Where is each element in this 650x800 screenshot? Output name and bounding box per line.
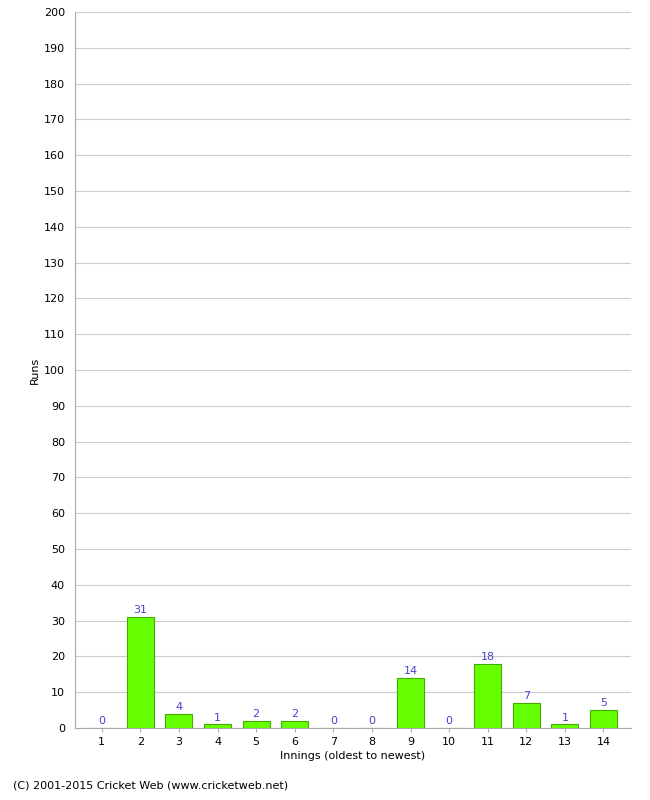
Text: (C) 2001-2015 Cricket Web (www.cricketweb.net): (C) 2001-2015 Cricket Web (www.cricketwe… (13, 781, 288, 790)
Bar (204, 725, 231, 728)
Bar (474, 663, 501, 728)
Bar (281, 721, 308, 728)
Bar (513, 703, 540, 728)
Text: 14: 14 (404, 666, 417, 676)
Text: 7: 7 (523, 691, 530, 701)
Bar (166, 714, 192, 728)
Text: 1: 1 (562, 713, 568, 722)
Text: 0: 0 (98, 716, 105, 726)
Text: 2: 2 (253, 709, 260, 719)
X-axis label: Innings (oldest to newest): Innings (oldest to newest) (280, 751, 425, 761)
Bar (590, 710, 617, 728)
Bar (551, 725, 578, 728)
Bar (127, 617, 154, 728)
Text: 31: 31 (133, 606, 148, 615)
Text: 4: 4 (176, 702, 183, 712)
Text: 1: 1 (214, 713, 221, 722)
Text: 0: 0 (446, 716, 452, 726)
Y-axis label: Runs: Runs (30, 356, 40, 384)
Text: 0: 0 (369, 716, 376, 726)
Text: 0: 0 (330, 716, 337, 726)
Text: 5: 5 (600, 698, 607, 708)
Text: 2: 2 (291, 709, 298, 719)
Text: 18: 18 (480, 652, 495, 662)
Bar (397, 678, 424, 728)
Bar (242, 721, 270, 728)
